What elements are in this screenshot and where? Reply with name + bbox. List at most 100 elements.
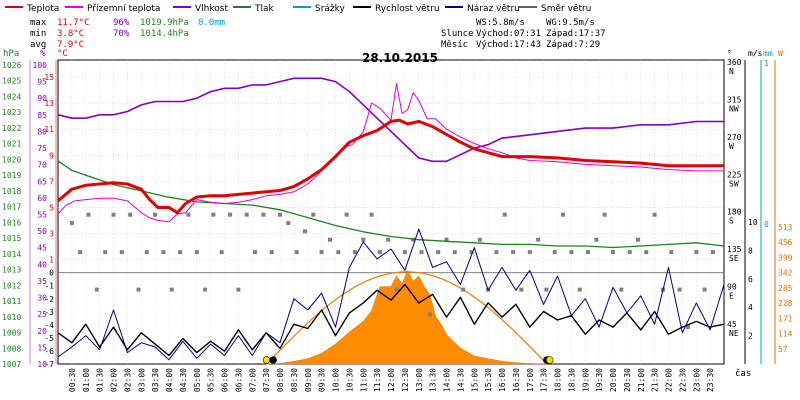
- x-tick-25: 13:00: [415, 368, 424, 392]
- x-tick-31: 16:00: [498, 368, 507, 392]
- wind-direction-point-45: [444, 237, 449, 242]
- pressure-tick-4: 1022: [2, 124, 21, 133]
- humidity-tick-2: 90: [37, 94, 47, 103]
- x-tick-16: 08:30: [290, 368, 299, 392]
- pressure-tick-1: 1025: [2, 77, 21, 86]
- pressure-tick-2: 1024: [2, 92, 21, 101]
- x-tick-27: 14:00: [443, 368, 452, 392]
- x-tick-10: 05:30: [207, 368, 216, 392]
- x-tick-23: 12:00: [387, 368, 396, 392]
- solar-tick-0: 513: [778, 223, 793, 232]
- direction-label-7: NE: [729, 329, 739, 338]
- legend-label-2: Vlhkost: [195, 4, 228, 14]
- wind-direction-point-16: [203, 287, 208, 292]
- legend: Teplota Přízemní teplota Vlhkost Tlak Srážky…: [5, 4, 591, 14]
- humidity-tick-14: 30: [37, 294, 47, 303]
- direction-tick-0: 360: [727, 58, 742, 67]
- sunrise-marker: [262, 356, 271, 364]
- wind-direction-point-61: [577, 287, 582, 292]
- pressure-tick-16: 1010: [2, 313, 21, 322]
- wind-direction-point-63: [594, 237, 599, 242]
- wind-direction-point-9: [144, 250, 149, 255]
- temperature-tick-5: 5: [49, 203, 54, 212]
- x-tick-8: 04:30: [179, 368, 188, 392]
- pressure-tick-6: 1020: [2, 155, 21, 164]
- humidity-unit: %: [40, 49, 46, 59]
- x-tick-38: 19:30: [595, 368, 604, 392]
- pressure-tick-15: 1011: [2, 297, 21, 306]
- temperature-line: [57, 118, 724, 215]
- wind-direction-point-68: [636, 237, 640, 242]
- pressure-tick-3: 1023: [2, 108, 21, 117]
- x-tick-13: 07:00: [248, 368, 257, 392]
- wind-direction-point-14: [186, 212, 191, 217]
- wind-direction-point-2: [86, 212, 91, 217]
- x-tick-40: 20:30: [623, 368, 632, 392]
- pressure-unit: hPa: [3, 49, 19, 59]
- stats-block: max 11.7°C 96% 1019.9hPa 0.0mm min 3.8°C…: [30, 18, 225, 50]
- wind-direction-point-25: [278, 212, 282, 217]
- pressure-tick-13: 1013: [2, 266, 21, 275]
- solar-series: [266, 269, 547, 365]
- humidity-tick-4: 80: [37, 127, 47, 136]
- direction-tick-5: 135: [727, 245, 742, 254]
- wind-direction-point-49: [477, 237, 482, 242]
- wind-direction-point-48: [469, 250, 474, 255]
- x-tick-4: 02:30: [123, 368, 132, 392]
- legend-label-3: Tlak: [254, 4, 275, 14]
- temperature-unit: °C: [57, 49, 68, 59]
- wind-direction-point-69: [644, 250, 649, 255]
- x-tick-15: 08:00: [276, 368, 285, 392]
- wind-speed-tick-2: 6: [748, 275, 753, 284]
- stats-avg-label: avg: [30, 40, 46, 50]
- temperature-low-tick-1: -1: [44, 282, 54, 291]
- sun-moon-markers: [262, 356, 554, 364]
- legend-label-7: Směr větru: [541, 4, 591, 14]
- wind-direction-point-72: [669, 250, 674, 255]
- humidity-tick-17: 15: [37, 343, 47, 352]
- stats-min-press: 1014.4hPa: [140, 29, 189, 39]
- direction-tick-2: 270: [727, 133, 742, 142]
- pressure-tick-12: 1014: [2, 250, 21, 259]
- wind-direction-point-21: [244, 212, 249, 217]
- humidity-tick-11: 45: [37, 244, 47, 253]
- humidity-tick-10: 50: [37, 227, 47, 236]
- x-tick-6: 03:30: [151, 368, 160, 392]
- wind-speed-tick-1: 8: [748, 246, 753, 255]
- direction-tick-3: 225: [727, 170, 742, 179]
- solar-tick-6: 171: [778, 314, 793, 323]
- temperature-tick-0: 15: [44, 73, 54, 82]
- legend-label-1: Přízemní teplota: [87, 4, 160, 14]
- temperature-low-tick-4: -4: [44, 321, 54, 330]
- grid: [58, 60, 724, 364]
- x-tick-3: 02:00: [110, 368, 119, 392]
- x-tick-21: 11:00: [359, 368, 368, 392]
- wind-direction-point-11: [161, 250, 166, 255]
- pressure-tick-19: 1007: [2, 360, 21, 369]
- wind-direction-point-8: [136, 287, 141, 292]
- x-axis: 00:30 01:00 01:30 02:00 02:30 03:00 03:30 04:00…: [68, 368, 715, 392]
- wind-direction-point-32: [336, 250, 341, 255]
- wind-direction-point-3: [94, 287, 99, 292]
- direction-tick-7: 45: [727, 320, 737, 329]
- rain-tick-0: 1: [764, 59, 769, 68]
- temperature-low-tick-2: -2: [44, 295, 54, 304]
- x-tick-42: 21:30: [651, 368, 660, 392]
- sun-arc: [266, 271, 548, 365]
- wind-direction-point-44: [436, 250, 441, 255]
- x-tick-9: 05:00: [193, 368, 202, 392]
- x-tick-11: 06:00: [221, 368, 230, 392]
- temperature-tick-7: 1: [49, 256, 54, 265]
- wind-direction-point-52: [502, 212, 507, 217]
- wind-direction-point-57: [544, 287, 549, 292]
- stats-min-temp: 3.8°C: [57, 29, 84, 39]
- wind-direction-point-43: [427, 312, 432, 317]
- direction-unit: °: [727, 49, 732, 58]
- wind-direction-point-17: [211, 212, 216, 217]
- x-tick-14: 07:30: [262, 368, 271, 392]
- moon-rise: Východ:17:43: [476, 40, 541, 50]
- legend-label-4: Srážky: [315, 4, 346, 14]
- temperature-low-tick-3: -3: [44, 308, 54, 317]
- humidity-tick-9: 55: [37, 211, 47, 220]
